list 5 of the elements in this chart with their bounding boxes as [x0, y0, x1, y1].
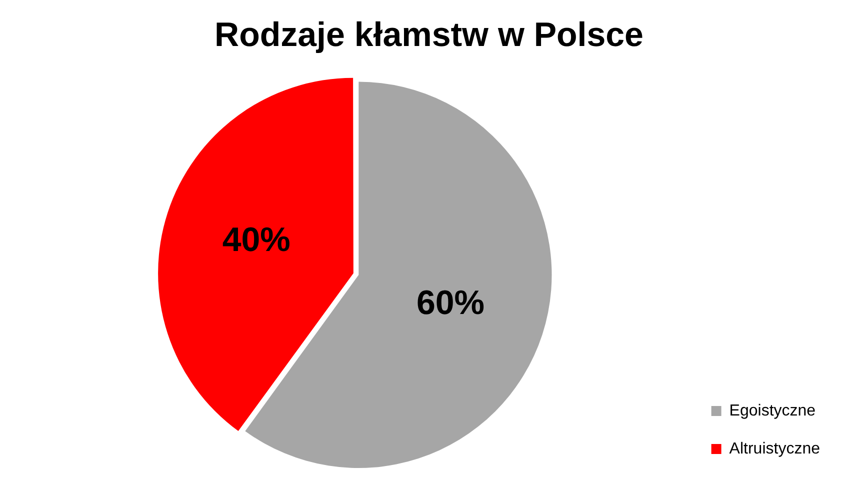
data-label: 40% — [222, 221, 290, 260]
legend-label: Egoistyczne — [729, 402, 816, 420]
data-label: 60% — [416, 284, 485, 322]
chart-title: Rodzaje kłamstw w Polsce — [214, 16, 644, 54]
legend-label: Altruistyczne — [729, 440, 820, 458]
